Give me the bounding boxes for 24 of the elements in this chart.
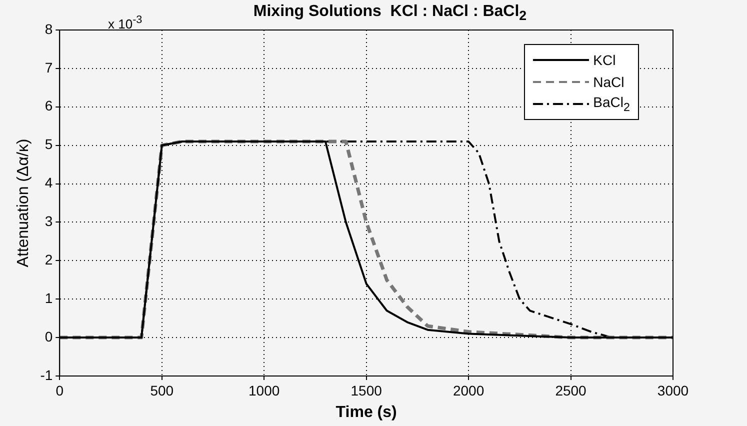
x-tick-label: 2500 bbox=[555, 382, 587, 398]
legend-label: NaCl bbox=[593, 74, 624, 90]
x-tick-label: 0 bbox=[56, 382, 64, 398]
x-axis-title: Time (s) bbox=[336, 404, 397, 421]
y-tick-label: 7 bbox=[44, 59, 53, 76]
y-tick-label: 6 bbox=[44, 98, 53, 114]
x-tick-label: 3000 bbox=[657, 382, 689, 398]
y-tick-label: 5 bbox=[44, 136, 53, 152]
y-tick-label: 3 bbox=[44, 213, 53, 230]
chart-title: Mixing Solutions KCl : NaCl : BaCl$_{2}$ bbox=[253, 3, 527, 24]
x-tick-label: 1000 bbox=[248, 382, 280, 398]
y-tick-label: 8 bbox=[44, 20, 53, 37]
y-tick-label: -1 bbox=[40, 366, 53, 383]
x-tick-label: 500 bbox=[150, 382, 174, 398]
y-tick-label: 1 bbox=[44, 290, 53, 306]
legend-label: BaCl$_{2}$ bbox=[593, 94, 630, 114]
x-tick-label: 1500 bbox=[350, 382, 382, 398]
annotation: x 10$^{-3}$ bbox=[108, 14, 142, 32]
x-tick-label: 2000 bbox=[452, 382, 484, 398]
y-tick-label: 0 bbox=[44, 328, 53, 344]
y-axis-title: Attenuation (Δα/κ) bbox=[15, 138, 32, 268]
legend-label: KCl bbox=[593, 52, 616, 68]
y-tick-label: 2 bbox=[44, 252, 53, 268]
y-tick-label: 4 bbox=[44, 174, 53, 191]
